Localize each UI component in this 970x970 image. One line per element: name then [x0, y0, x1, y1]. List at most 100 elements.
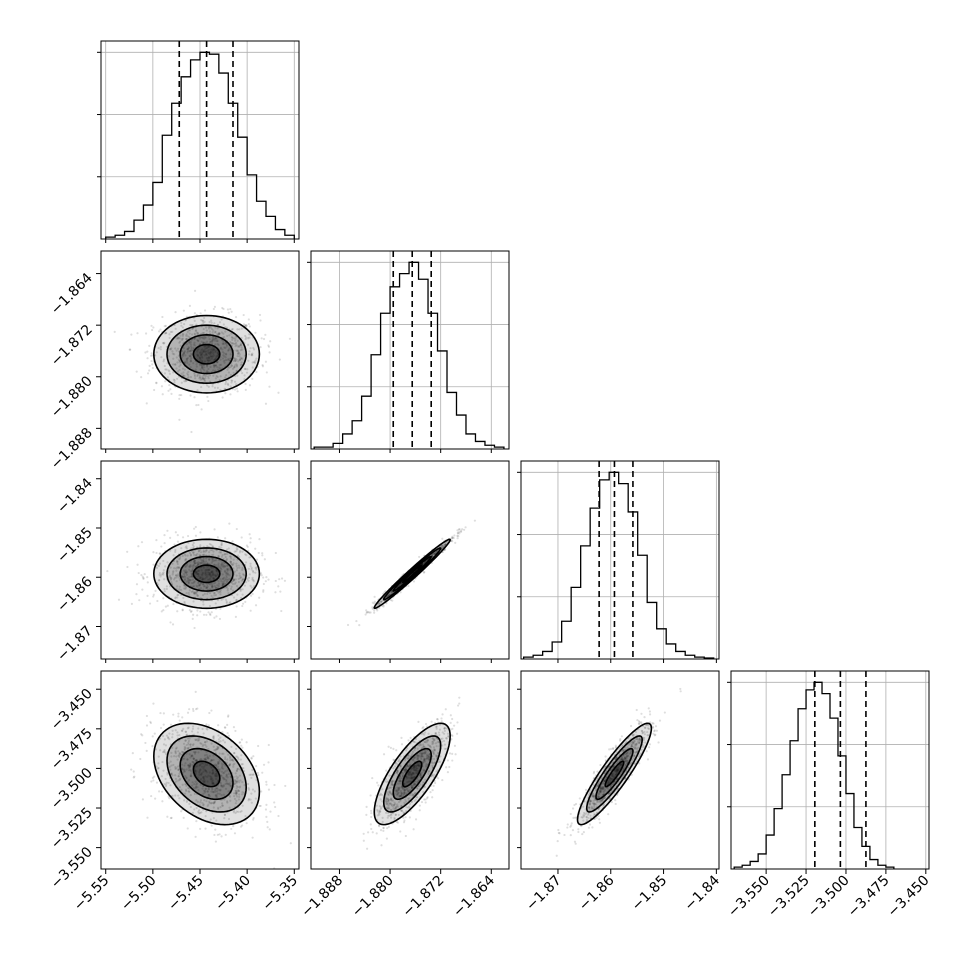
scatter-point — [241, 372, 244, 375]
scatter-point — [192, 757, 195, 760]
scatter-point — [197, 573, 200, 576]
scatter-point — [387, 825, 390, 829]
scatter-point — [196, 707, 199, 710]
scatter-point — [236, 767, 239, 771]
scatter-point — [199, 587, 203, 590]
scatter-point — [195, 783, 198, 786]
scatter-point — [189, 774, 192, 778]
scatter-point — [168, 574, 172, 577]
scatter-point — [199, 370, 203, 373]
scatter-point — [211, 351, 215, 354]
scatter-point — [191, 760, 194, 764]
scatter-point — [245, 336, 248, 339]
scatter-point — [175, 755, 178, 758]
scatter-point — [228, 584, 231, 587]
scatter-point — [244, 388, 247, 391]
scatter-point — [185, 564, 188, 567]
scatter-point — [268, 828, 271, 831]
scatter-point — [231, 580, 234, 583]
scatter-point — [573, 803, 576, 807]
scatter-point — [404, 834, 407, 838]
scatter-point — [235, 799, 238, 802]
scatter-point — [435, 755, 438, 758]
scatter-point — [205, 354, 208, 357]
scatter-point — [221, 348, 224, 351]
scatter-point — [223, 570, 227, 573]
scatter-point — [149, 721, 152, 725]
scatter-point — [199, 544, 202, 547]
scatter-point — [235, 784, 238, 788]
scatter-point — [407, 765, 410, 768]
scatter-point — [274, 551, 277, 555]
scatter-point — [174, 766, 177, 769]
scatter-point — [416, 778, 419, 781]
scatter-point — [398, 758, 401, 761]
scatter-point — [209, 365, 212, 369]
scatter-point — [151, 735, 154, 738]
scatter-point — [445, 766, 448, 769]
scatter-point — [203, 553, 206, 556]
scatter-point — [422, 768, 425, 771]
scatter-point — [193, 808, 196, 811]
scatter-point — [624, 757, 627, 760]
scatter-point — [176, 574, 179, 577]
scatter-point — [203, 584, 206, 588]
scatter-point — [157, 564, 160, 568]
scatter-point — [250, 776, 253, 779]
scatter-point — [219, 367, 222, 370]
scatter-point — [636, 740, 640, 743]
scatter-point — [403, 791, 406, 794]
scatter-point — [408, 802, 412, 806]
scatter-point — [209, 351, 212, 354]
scatter-point — [597, 792, 601, 795]
scatter-point — [211, 782, 214, 785]
scatter-point — [222, 771, 226, 774]
scatter-point — [178, 772, 181, 775]
scatter-point — [212, 817, 215, 820]
scatter-point — [194, 770, 197, 773]
scatter-point — [202, 327, 205, 331]
scatter-point — [241, 604, 244, 608]
scatter-point — [432, 757, 436, 761]
scatter-point — [229, 560, 232, 563]
scatter-point — [214, 789, 217, 792]
scatter-point — [637, 739, 641, 742]
scatter-point — [423, 760, 427, 763]
scatter-point — [413, 782, 416, 785]
scatter-point — [169, 536, 172, 539]
scatter-point — [226, 564, 229, 568]
scatter-point — [169, 760, 172, 763]
scatter-point — [205, 347, 208, 350]
scatter-point — [373, 595, 376, 598]
scatter-point — [208, 351, 212, 354]
scatter-point — [180, 588, 183, 592]
scatter-point — [185, 563, 189, 566]
scatter-point — [209, 592, 212, 595]
scatter-point — [402, 791, 406, 794]
scatter-point — [195, 584, 198, 587]
scatter-point — [203, 320, 206, 323]
scatter-point — [423, 751, 427, 754]
scatter-point — [433, 552, 436, 556]
scatter-point — [166, 604, 169, 607]
scatter-point — [400, 779, 403, 782]
scatter-point — [389, 792, 392, 795]
scatter-point — [624, 752, 627, 755]
scatter-point — [231, 379, 234, 382]
scatter-point — [397, 760, 400, 763]
scatter-point — [229, 569, 232, 572]
scatter-point — [213, 594, 216, 597]
scatter-point — [164, 752, 168, 756]
scatter-point — [421, 771, 424, 774]
scatter-body — [555, 687, 682, 857]
scatter-point — [201, 351, 204, 354]
scatter-point — [212, 576, 215, 580]
scatter-point — [402, 793, 405, 796]
scatter-point — [178, 752, 182, 755]
scatter-point — [210, 758, 213, 762]
scatter-point — [434, 731, 437, 735]
scatter-point — [617, 768, 620, 771]
scatter-point — [194, 785, 198, 788]
scatter-point — [274, 579, 277, 583]
scatter-point — [163, 541, 166, 545]
